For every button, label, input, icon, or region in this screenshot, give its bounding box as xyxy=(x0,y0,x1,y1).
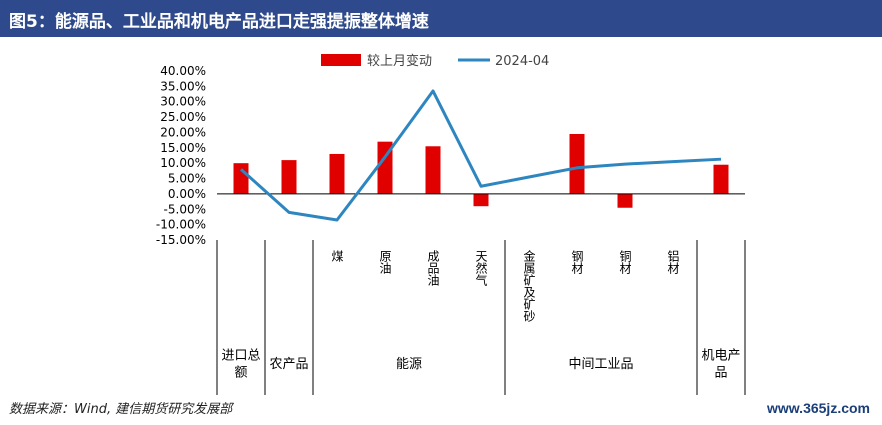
group-label: 能源 xyxy=(396,357,422,372)
category-label: 煤 xyxy=(330,250,344,262)
y-tick-label: -15.00% xyxy=(156,233,206,247)
group-label: 机电产品 xyxy=(701,349,740,381)
data-source-note: 数据来源：Wind, 建信期货研究发展部 xyxy=(9,402,233,417)
group-dividers xyxy=(216,240,746,395)
line-series xyxy=(239,89,722,222)
title-bar: 图5：能源品、工业品和机电产品进口走强提振整体增速 xyxy=(0,0,882,37)
y-tick-label: 10.00% xyxy=(160,156,206,170)
category-label: 铜材 xyxy=(618,249,632,274)
category-label: 天然气 xyxy=(474,250,488,286)
bar xyxy=(377,141,393,194)
category-labels: 煤 原油 成品油 天然气 金属矿及矿砂 钢材 铜材 铝材 xyxy=(330,249,680,322)
bar xyxy=(233,163,249,194)
y-axis-tick-labels: 40.00%35.00% 30.00%25.00%20.00% 15.00%10.0… xyxy=(156,64,206,247)
legend: 较上月变动 2024-04 xyxy=(321,53,549,69)
y-tick-label: 5.00% xyxy=(168,172,206,186)
legend-bar-label: 较上月变动 xyxy=(367,53,432,69)
bar xyxy=(569,133,585,194)
y-tick-label: 40.00% xyxy=(160,64,206,78)
bar xyxy=(281,160,297,194)
legend-bar-swatch xyxy=(321,54,361,66)
watermark: www.365jz.com xyxy=(767,400,870,416)
y-tick-label: 30.00% xyxy=(160,95,206,109)
bar xyxy=(425,146,441,194)
y-tick-label: 15.00% xyxy=(160,141,206,155)
bar xyxy=(617,193,633,208)
y-tick-label: -10.00% xyxy=(156,218,206,232)
category-label: 成品油 xyxy=(426,250,440,286)
category-label: 铝材 xyxy=(666,249,680,274)
group-label: 进口总额 xyxy=(221,349,260,381)
group-label: 中间工业品 xyxy=(568,357,633,372)
y-tick-label: 35.00% xyxy=(160,79,206,93)
group-label: 农产品 xyxy=(269,357,308,372)
bar-series xyxy=(233,133,729,208)
y-tick-label: -5.00% xyxy=(164,202,206,216)
bar xyxy=(713,164,729,194)
legend-line-label: 2024-04 xyxy=(495,54,549,69)
y-tick-label: 25.00% xyxy=(160,110,206,124)
y-tick-label: 0.00% xyxy=(168,187,206,201)
category-label: 原油 xyxy=(378,250,392,274)
category-label: 钢材 xyxy=(570,250,584,274)
chart-title: 图5：能源品、工业品和机电产品进口走强提振整体增速 xyxy=(9,12,429,32)
bar xyxy=(473,193,489,207)
category-label: 金属矿及矿砂 xyxy=(522,249,536,322)
y-tick-label: 20.00% xyxy=(160,125,206,139)
bar xyxy=(329,153,345,194)
